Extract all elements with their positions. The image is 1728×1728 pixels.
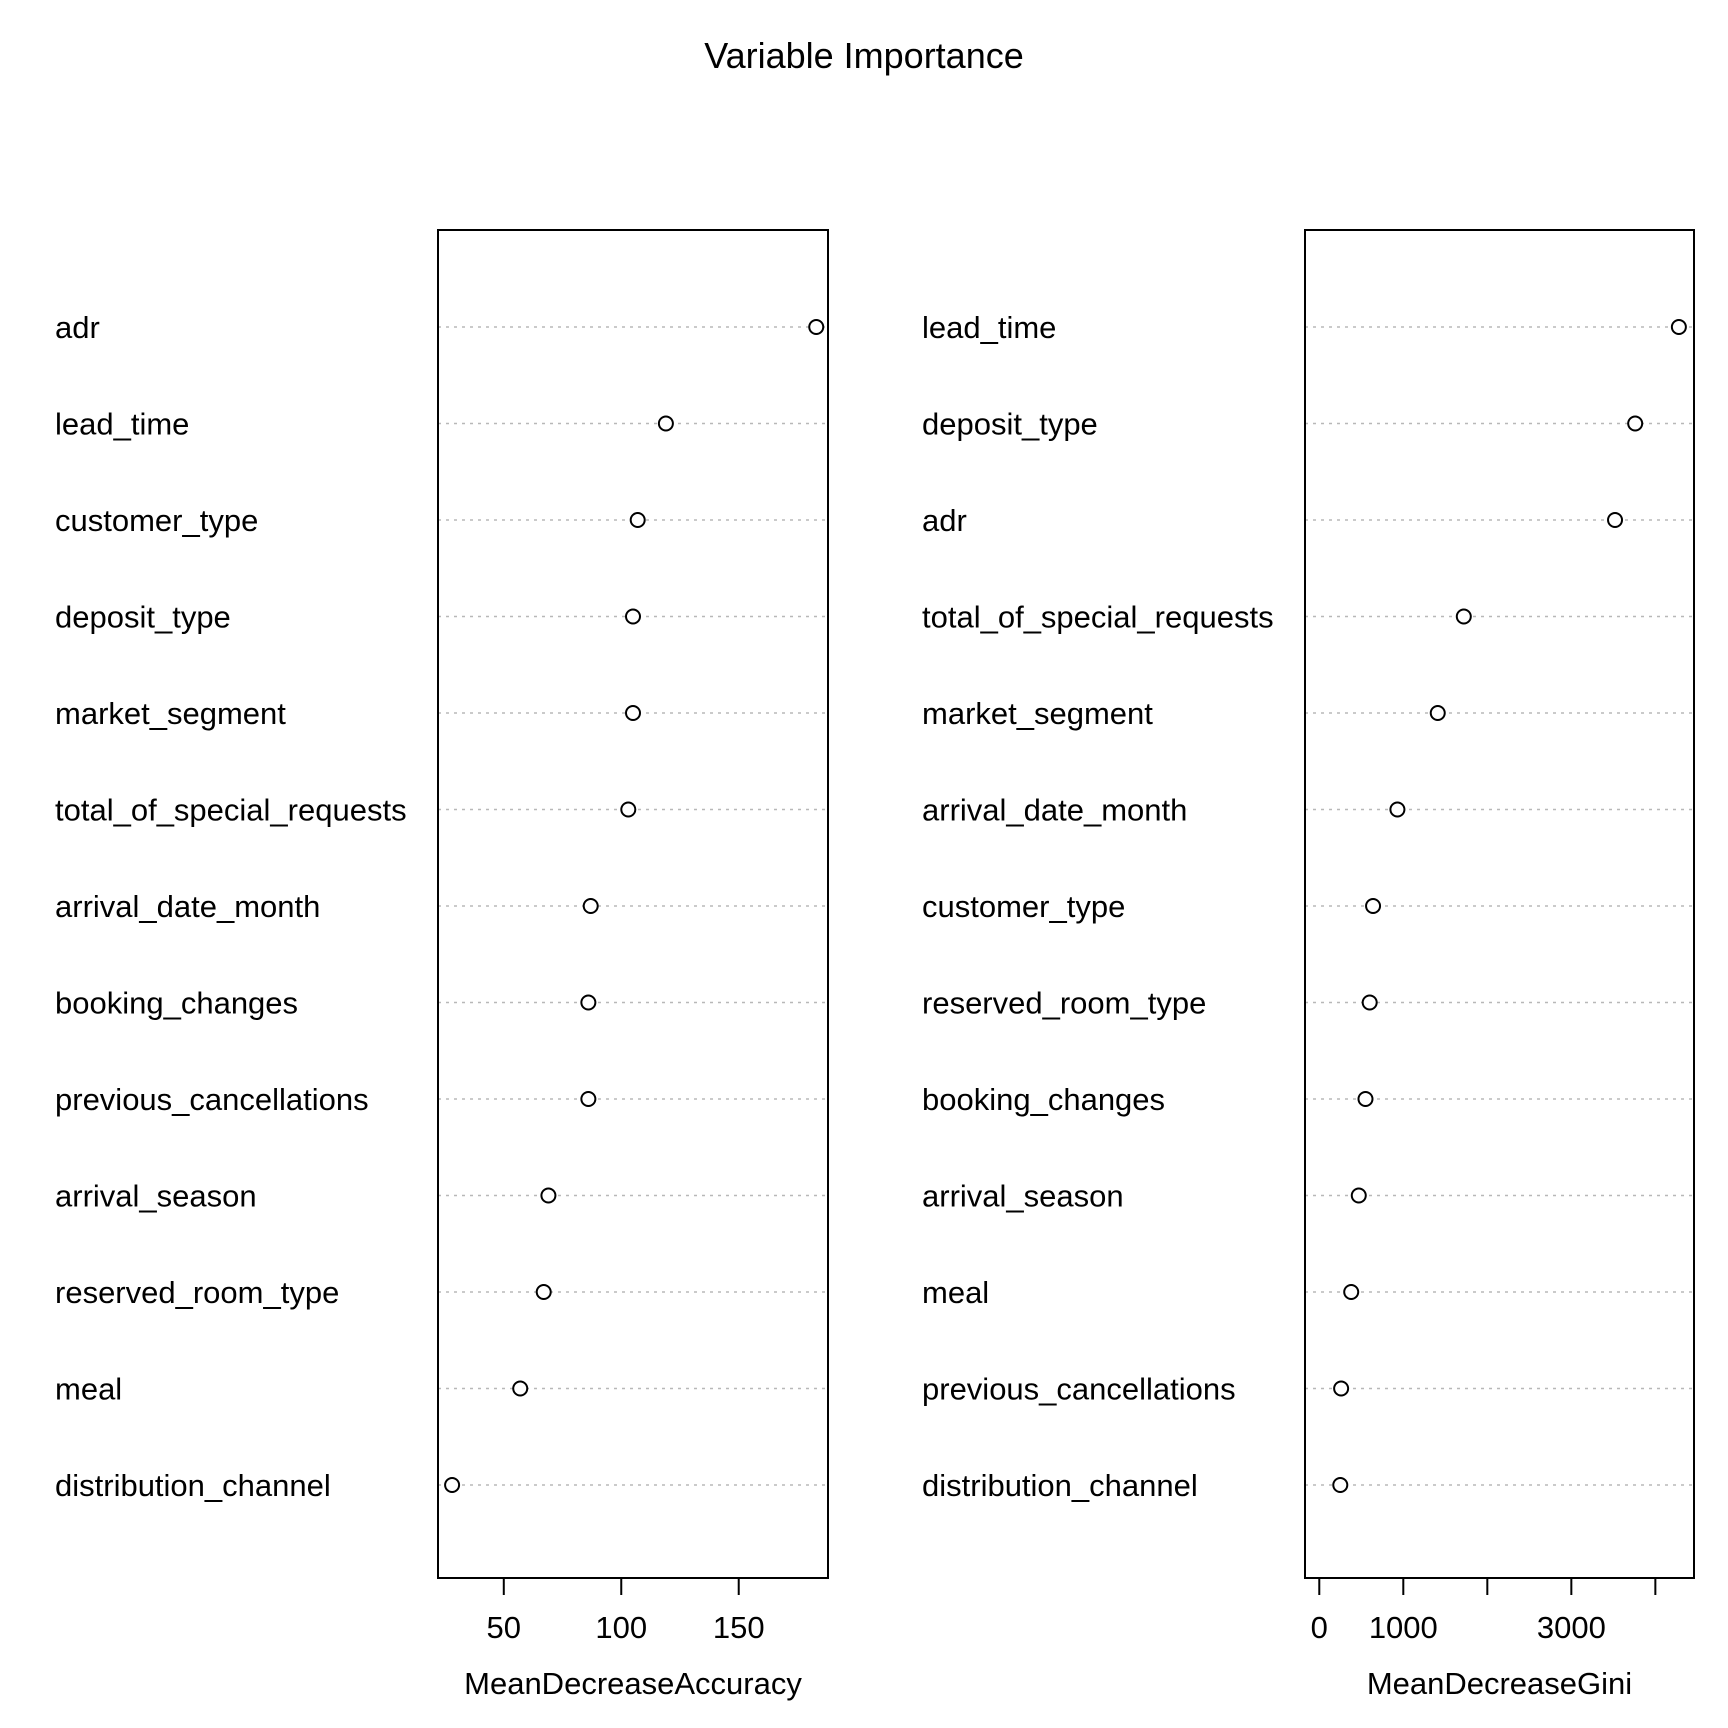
data-point [629,512,646,528]
data-point [1627,415,1644,432]
data-point [444,1477,461,1493]
variable-label: customer_type [922,889,1125,924]
variable-label: total_of_special_requests [922,600,1274,635]
data-point [625,705,641,721]
data-point [535,1284,552,1300]
x-tick-label: 1000 [1369,1610,1438,1645]
variable-label: lead_time [922,310,1056,345]
data-point [582,898,599,914]
x-axis-label: MeanDecreaseAccuracy [464,1666,802,1701]
variable-label: deposit_type [55,600,231,635]
variable-label: adr [922,503,967,538]
data-point [620,801,637,818]
data-point [1429,705,1446,721]
x-tick-label: 100 [595,1610,647,1645]
data-point [625,608,641,625]
variable-label: reserved_room_type [55,1275,339,1310]
x-tick-label: 0 [1311,1610,1328,1645]
data-point [580,1091,597,1107]
data-point [1343,1284,1360,1300]
data-point [1333,1380,1350,1397]
variable-label: booking_changes [55,986,298,1021]
data-point [657,415,674,432]
data-point [1361,994,1378,1011]
variable-label: reserved_room_type [922,986,1206,1021]
chart-title: Variable Importance [704,35,1024,76]
variable-label: distribution_channel [55,1468,331,1503]
data-point [1350,1187,1367,1204]
variable-label: customer_type [55,503,258,538]
variable-label: previous_cancellations [55,1082,369,1117]
data-point [1455,608,1472,625]
variable-label: deposit_type [922,407,1098,442]
data-point [1607,512,1624,528]
variable-label: adr [55,310,100,345]
data-point [512,1380,529,1397]
variable-label: distribution_channel [922,1468,1198,1503]
variable-label: booking_changes [922,1082,1165,1117]
variable-label: meal [922,1275,989,1310]
variable-label: market_segment [55,696,286,731]
variable-label: arrival_season [922,1179,1124,1214]
x-tick-label: 150 [713,1610,765,1645]
x-axis-label: MeanDecreaseGini [1367,1666,1632,1701]
data-point [580,994,597,1011]
variable-label: arrival_date_month [922,793,1187,828]
variable-label: arrival_date_month [55,889,320,924]
variable-label: lead_time [55,407,189,442]
x-tick-label: 50 [487,1610,521,1645]
panel-1: adr lead_time customer_type deposit_typemar… [55,229,829,1701]
variable-label: arrival_season [55,1179,257,1214]
variable-label: meal [55,1372,122,1407]
data-point [1357,1091,1374,1107]
plot-frame [1304,229,1695,1579]
plot-frame [437,229,829,1579]
data-point [1670,319,1687,335]
data-point [1365,898,1382,914]
x-tick-label: 3000 [1537,1610,1606,1645]
data-point [1332,1477,1349,1493]
data-point [808,319,825,335]
variable-label: market_segment [922,696,1153,731]
data-point [540,1187,557,1204]
data-point [1389,801,1406,818]
variable-label: previous_cancellations [922,1372,1236,1407]
variable-label: total_of_special_requests [55,793,407,828]
